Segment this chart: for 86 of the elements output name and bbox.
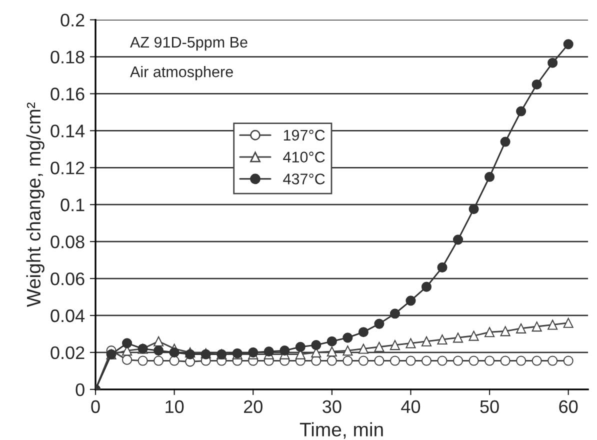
point — [342, 332, 353, 343]
point — [374, 318, 384, 329]
point — [185, 349, 196, 360]
y-tick-label: 0 — [76, 383, 84, 396]
point — [437, 334, 448, 345]
point — [516, 356, 526, 366]
y-tick-label: 0.16 — [50, 88, 84, 100]
point — [484, 356, 495, 366]
point — [311, 340, 322, 350]
x-tick-label: 60 — [559, 400, 578, 414]
point — [358, 327, 368, 338]
point — [548, 320, 558, 330]
legend-label: 197°C — [284, 130, 325, 141]
point — [406, 356, 416, 366]
point — [500, 356, 510, 366]
point — [406, 296, 416, 306]
point — [468, 204, 479, 214]
point — [295, 342, 306, 352]
x-tick-label: 20 — [244, 400, 262, 414]
x-tick-label: 10 — [166, 400, 184, 414]
point — [326, 336, 337, 346]
point — [358, 344, 368, 354]
y-tick-label: 0.2 — [60, 14, 84, 27]
y-tick-label: 0.04 — [50, 309, 85, 322]
point — [154, 356, 164, 366]
point — [390, 356, 400, 366]
point — [532, 356, 542, 366]
point — [548, 58, 558, 68]
point — [563, 39, 574, 50]
y-axis-title: Weight change, mg/cm² — [26, 102, 44, 307]
point — [500, 136, 510, 147]
point — [452, 234, 464, 245]
point — [548, 356, 558, 366]
x-tick-label: 30 — [322, 400, 342, 414]
point — [532, 322, 542, 332]
y-tick-label: 0.08 — [50, 235, 84, 248]
point — [421, 282, 432, 292]
x-tick-label: 40 — [401, 400, 420, 414]
point — [516, 323, 526, 334]
point — [138, 356, 148, 366]
point — [154, 336, 164, 346]
point — [358, 356, 368, 366]
legend-label: 437°C — [283, 174, 325, 184]
point — [452, 332, 464, 343]
point — [390, 308, 400, 319]
point — [374, 342, 384, 352]
point — [264, 346, 274, 357]
point — [390, 340, 400, 350]
y-tick-label: 0.1 — [60, 198, 84, 212]
point — [154, 346, 164, 356]
point — [374, 356, 384, 366]
annotation: Air atmosphere — [130, 66, 233, 80]
point — [169, 347, 180, 358]
legend-label: 410°C — [283, 152, 325, 162]
point — [532, 79, 542, 90]
point — [421, 336, 432, 346]
point — [516, 106, 526, 116]
x-tick-label: 0 — [91, 400, 100, 414]
point — [169, 356, 180, 366]
point — [500, 326, 510, 336]
y-tick-label: 0.06 — [50, 272, 84, 286]
point — [484, 327, 495, 338]
x-axis-title: Time, min — [300, 422, 383, 439]
y-tick-label: 0.12 — [50, 162, 84, 174]
x-tick-label: 50 — [480, 400, 499, 414]
point — [122, 338, 132, 348]
point — [468, 356, 479, 366]
point — [437, 356, 448, 366]
y-tick-label: 0.02 — [50, 346, 84, 360]
y-tick-label: 0.18 — [50, 50, 84, 64]
point — [563, 356, 574, 366]
point — [342, 346, 353, 356]
point — [437, 262, 448, 272]
point — [406, 338, 416, 348]
point — [326, 346, 337, 357]
annotation: AZ 91D-5ppm Be — [130, 36, 248, 51]
y-tick-label: 0.14 — [50, 124, 85, 138]
point — [468, 330, 479, 341]
point — [122, 354, 132, 365]
point — [452, 356, 464, 366]
point — [326, 356, 337, 366]
point — [342, 356, 353, 366]
point — [563, 318, 574, 328]
point — [484, 172, 495, 182]
point — [280, 346, 290, 356]
point — [421, 356, 432, 366]
